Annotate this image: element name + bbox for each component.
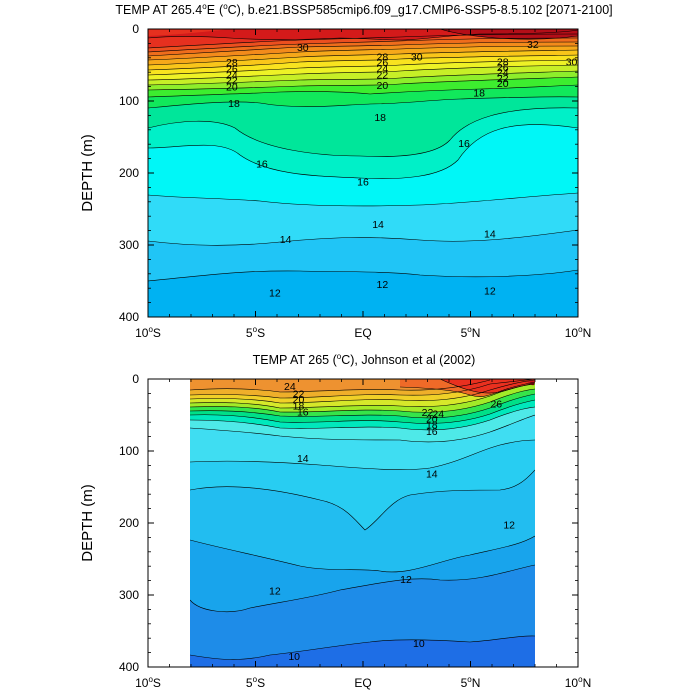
contour-label: 24 <box>377 63 389 75</box>
y-tick-label: 400 <box>119 310 139 324</box>
contour-label: 18 <box>426 419 438 431</box>
contour-label: 20 <box>293 394 305 406</box>
contour-label: 12 <box>269 586 281 598</box>
y-tick-label: 100 <box>119 94 139 108</box>
x-tick-label: 5oS <box>246 325 265 340</box>
x-tick-label: 5oN <box>461 675 481 690</box>
contour-label: 22 <box>377 69 389 81</box>
contour-label: 22 <box>293 388 305 400</box>
panel-model-ylabel: DEPTH (m) <box>79 134 96 212</box>
contour-label: 18 <box>293 401 305 413</box>
panel-obs-x-axis: 10oS 5oS EQ 5oN 10oN <box>135 379 591 690</box>
y-tick-label: 200 <box>119 516 139 530</box>
contour-label: 20 <box>377 80 389 92</box>
contour-label: 16 <box>458 138 470 150</box>
contour-label: 12 <box>503 519 515 531</box>
contour-label: 26 <box>497 62 509 74</box>
x-tick-label: 10oS <box>135 675 161 690</box>
y-tick-label: 200 <box>119 166 139 180</box>
contour-label: 22 <box>226 75 238 87</box>
contour-label: 12 <box>377 279 389 291</box>
contour-label: 14 <box>426 468 438 480</box>
degree-superscript: o <box>202 2 207 11</box>
contour-label: 30 <box>297 42 309 54</box>
x-tick-label: 5oS <box>246 675 265 690</box>
contour-label: 14 <box>280 234 292 246</box>
contour-label: 20 <box>426 414 438 426</box>
panel-obs-isolines <box>190 379 535 660</box>
y-tick-label: 0 <box>132 372 139 386</box>
contour-label: 14 <box>372 219 384 231</box>
contour-label: 16 <box>297 406 309 418</box>
contour-label: 20 <box>497 78 509 90</box>
panel-obs-y-axis: 0 100 200 300 400 <box>119 372 578 674</box>
contour-label: 24 <box>226 69 238 81</box>
contour-label: 30 <box>411 51 423 63</box>
contour-label: 10 <box>413 638 425 650</box>
contour-label: 14 <box>484 228 496 240</box>
panel-obs-title: TEMP AT 265 (oC), Johnson et al (2002) <box>253 352 476 367</box>
contour-label: 22 <box>422 407 434 419</box>
contour-label: 12 <box>400 574 412 586</box>
contour-label: 18 <box>374 112 386 124</box>
x-tick-label: 10oN <box>565 325 591 340</box>
x-tick-label: 10oS <box>135 325 161 340</box>
y-tick-label: 100 <box>119 444 139 458</box>
panel-model-contour-field: 3030323028262422201828262422202826242220… <box>148 29 578 317</box>
obs-band-26 <box>440 379 535 394</box>
contour-label: 30 <box>566 56 578 68</box>
contour-label: 14 <box>297 453 309 465</box>
contour-label: 24 <box>432 409 444 421</box>
y-tick-label: 300 <box>119 588 139 602</box>
panel-obs: TEMP AT 265 (oC), Johnson et al (2002) <box>79 352 591 690</box>
contour-label: 12 <box>484 285 496 297</box>
contour-label: 12 <box>269 288 281 300</box>
contour-label: 10 <box>288 651 300 663</box>
panel-obs-ylabel: DEPTH (m) <box>79 484 96 562</box>
x-tick-label: EQ <box>354 676 371 690</box>
x-tick-label: EQ <box>354 326 371 340</box>
contour-label: 22 <box>497 73 509 85</box>
contour-label: 28 <box>497 56 509 68</box>
contour-label: 28 <box>226 57 238 69</box>
panel-model-title: TEMP AT 265.4oE (oC), b.e21.BSSP585cmip6.… <box>115 2 612 17</box>
contour-label: 24 <box>497 67 509 79</box>
contour-label: 28 <box>377 51 389 63</box>
panel-model-contour-labels: 3030323028262422201828262422202826242220… <box>226 39 578 299</box>
contour-label: 18 <box>473 87 485 99</box>
contour-label: 26 <box>226 64 238 76</box>
contour-label: 16 <box>256 159 268 171</box>
y-tick-label: 400 <box>119 660 139 674</box>
panel-model-x-axis: 10oS 5oS EQ 5oN 10oN <box>135 29 591 340</box>
contour-label: 20 <box>226 82 238 94</box>
contour-label: 26 <box>377 57 389 69</box>
y-tick-label: 300 <box>119 238 139 252</box>
contour-label: 18 <box>228 98 240 110</box>
y-tick-label: 0 <box>132 22 139 36</box>
contour-label: 32 <box>527 39 539 51</box>
contour-label: 16 <box>426 426 438 438</box>
contour-label: 26 <box>490 398 502 410</box>
panel-model: TEMP AT 265.4oE (oC), b.e21.BSSP585cmip6.… <box>79 2 613 340</box>
panel-model-isolines <box>148 29 578 282</box>
x-tick-label: 10oN <box>565 675 591 690</box>
x-tick-label: 5oN <box>461 325 481 340</box>
contour-label: 16 <box>357 177 369 189</box>
contour-label: 24 <box>284 381 296 393</box>
